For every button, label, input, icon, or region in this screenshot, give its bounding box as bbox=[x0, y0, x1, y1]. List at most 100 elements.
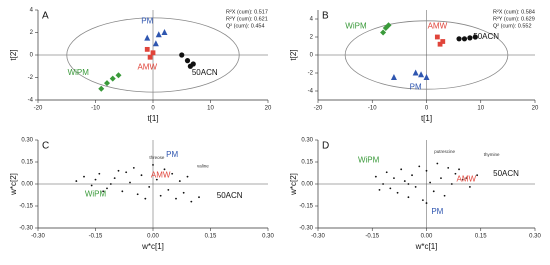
point bbox=[434, 34, 440, 40]
point bbox=[407, 196, 410, 199]
point bbox=[423, 74, 430, 80]
point bbox=[411, 174, 413, 177]
point bbox=[136, 193, 139, 196]
annotation: AMW bbox=[151, 170, 171, 179]
y-axis-label: t[2] bbox=[289, 49, 298, 60]
point bbox=[163, 168, 166, 171]
model-stat: Q² (cum): 0.454 bbox=[226, 23, 265, 29]
y-tick-label: 0.00 bbox=[301, 182, 313, 188]
point bbox=[182, 191, 185, 194]
point bbox=[414, 186, 417, 188]
point bbox=[421, 199, 424, 202]
point bbox=[175, 197, 177, 200]
point bbox=[113, 177, 116, 180]
x-tick-label: 0.00 bbox=[421, 234, 433, 240]
annotation: valine bbox=[197, 164, 209, 169]
point bbox=[476, 174, 479, 177]
point bbox=[389, 187, 392, 190]
point bbox=[178, 180, 181, 182]
panel-label: D bbox=[322, 141, 329, 152]
point bbox=[418, 165, 421, 168]
point bbox=[412, 69, 419, 76]
point bbox=[374, 175, 377, 178]
annotation: threose bbox=[149, 155, 165, 160]
x-axis-label: w*c[1] bbox=[415, 242, 438, 251]
annotation: WiPM bbox=[358, 156, 380, 165]
point bbox=[159, 194, 162, 197]
point bbox=[102, 190, 105, 193]
x-axis-label: t[1] bbox=[421, 114, 432, 123]
point bbox=[184, 58, 191, 64]
annotation: PM bbox=[166, 150, 178, 159]
y-tick-label: 0 bbox=[30, 53, 34, 59]
point bbox=[90, 184, 93, 187]
x-tick-label: 0.15 bbox=[475, 234, 487, 240]
point bbox=[461, 36, 468, 42]
x-tick-label: -0.15 bbox=[365, 234, 379, 240]
y-tick-label: 0 bbox=[310, 53, 314, 59]
panel-label: A bbox=[42, 11, 49, 22]
point bbox=[83, 175, 85, 178]
y-tick-label: 4 bbox=[30, 8, 34, 14]
point bbox=[186, 175, 189, 178]
panel-label: C bbox=[42, 141, 49, 152]
point bbox=[125, 171, 128, 174]
point bbox=[147, 54, 153, 60]
x-tick-label: -0.15 bbox=[89, 234, 103, 240]
y-tick-label: -4 bbox=[308, 89, 314, 95]
point bbox=[469, 186, 471, 188]
x-tick-label: 0.00 bbox=[147, 234, 159, 240]
x-tick-label: 0.30 bbox=[262, 234, 274, 240]
annotation: thymine bbox=[484, 152, 500, 157]
point bbox=[390, 74, 397, 80]
x-tick-label: 0.15 bbox=[205, 234, 217, 240]
y-tick-label: -2 bbox=[28, 75, 34, 81]
point bbox=[378, 188, 381, 191]
point bbox=[98, 85, 105, 92]
annotation: AMW bbox=[457, 175, 477, 184]
y-tick-label: -0.30 bbox=[299, 226, 313, 232]
y-tick-label: -4 bbox=[28, 98, 34, 104]
x-tick-label: -0.30 bbox=[311, 234, 325, 240]
hotelling-ellipse bbox=[66, 17, 240, 93]
annotation: WiPM bbox=[345, 21, 367, 30]
point bbox=[450, 183, 453, 185]
point bbox=[106, 187, 108, 190]
point bbox=[385, 171, 388, 174]
point bbox=[396, 191, 399, 194]
y-tick-label: 0.30 bbox=[301, 138, 313, 144]
y-tick-label: -0.15 bbox=[299, 204, 313, 210]
point bbox=[167, 188, 170, 191]
x-tick-label: 0.30 bbox=[529, 234, 541, 240]
point bbox=[94, 178, 97, 181]
y-tick-label: 0.15 bbox=[301, 160, 313, 166]
annotation: PM bbox=[410, 83, 422, 92]
point bbox=[115, 72, 122, 79]
y-tick-label: 0.15 bbox=[21, 160, 33, 166]
point bbox=[432, 190, 435, 193]
point bbox=[380, 29, 387, 36]
point bbox=[407, 183, 410, 185]
x-tick-label: 10 bbox=[477, 106, 484, 112]
annotation: putrescine bbox=[434, 149, 455, 154]
panel: D -0.30 -0.15 0.00 0.15 0.30 -0.30 -0.15 0.00 0.1… bbox=[289, 138, 541, 252]
y-tick-label: -2 bbox=[308, 71, 314, 77]
x-tick-label: -20 bbox=[314, 106, 323, 112]
model-stat: R²X (cum): 0.517 bbox=[226, 9, 268, 15]
point bbox=[152, 40, 159, 47]
point bbox=[148, 186, 151, 188]
point bbox=[385, 22, 392, 29]
annotation: PM bbox=[141, 16, 153, 25]
point bbox=[403, 180, 406, 182]
y-tick-label: -0.30 bbox=[19, 226, 33, 232]
point bbox=[155, 178, 158, 181]
x-tick-label: -10 bbox=[91, 106, 100, 112]
point bbox=[440, 177, 442, 180]
point bbox=[382, 183, 384, 185]
x-tick-label: 20 bbox=[532, 106, 539, 112]
point bbox=[161, 29, 168, 35]
point bbox=[456, 36, 462, 42]
model-stat: Q² (cum): 0.552 bbox=[493, 23, 532, 29]
